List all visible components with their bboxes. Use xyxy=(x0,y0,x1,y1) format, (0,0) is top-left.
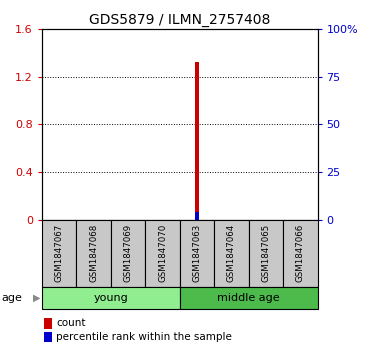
Text: GSM1847067: GSM1847067 xyxy=(55,224,64,282)
Text: ▶: ▶ xyxy=(33,293,41,303)
Title: GDS5879 / ILMN_2757408: GDS5879 / ILMN_2757408 xyxy=(89,13,270,26)
Text: count: count xyxy=(56,318,86,329)
Text: GSM1847069: GSM1847069 xyxy=(124,224,132,282)
Bar xyxy=(195,212,199,220)
Text: GSM1847063: GSM1847063 xyxy=(192,224,201,282)
Text: GSM1847066: GSM1847066 xyxy=(296,224,305,282)
Text: young: young xyxy=(93,293,128,303)
Text: age: age xyxy=(2,293,23,303)
Text: middle age: middle age xyxy=(217,293,280,303)
Text: percentile rank within the sample: percentile rank within the sample xyxy=(56,332,232,342)
Text: GSM1847068: GSM1847068 xyxy=(89,224,98,282)
Text: GSM1847064: GSM1847064 xyxy=(227,224,236,282)
Text: GSM1847065: GSM1847065 xyxy=(261,224,270,282)
Text: GSM1847070: GSM1847070 xyxy=(158,224,167,282)
Bar xyxy=(195,62,199,220)
